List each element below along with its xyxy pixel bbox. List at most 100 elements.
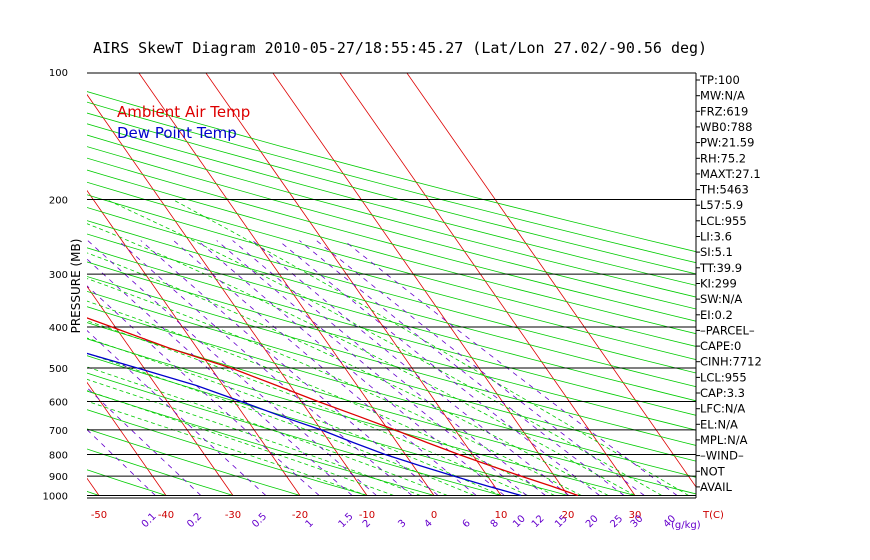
index-item: TP:100 [699, 73, 740, 87]
dry-adiabat-line [87, 428, 301, 496]
dew-point-temp-line [87, 352, 522, 497]
mixing-ratio-line [87, 258, 353, 496]
isotherm-lines [0, 72, 696, 496]
mixing-ratio-line [87, 285, 320, 496]
index-item: TH:5463 [699, 183, 749, 197]
dry-adiabat-line [87, 409, 368, 496]
index-item: LCL:955 [700, 214, 747, 228]
mixing-ratio-tick-label: 10 [511, 513, 528, 530]
index-item: EL:N/A [700, 417, 738, 431]
bottom-temp-tick-label: -40 [158, 510, 174, 521]
dry-adiabat-line [87, 134, 696, 298]
index-item: RH:75.2 [700, 151, 746, 165]
moist-adiabat-line [87, 337, 502, 496]
dry-adiabat-line [87, 112, 696, 275]
ambient-air-temp-line [87, 317, 579, 497]
mixing-ratio-tick-label: 1 [304, 518, 316, 530]
bottom-temp-unit: T(C) [702, 510, 724, 521]
dry-adiabat-line [87, 276, 696, 446]
bottom-temp-tick-label: -10 [359, 510, 375, 521]
mixing-ratio-line [252, 240, 570, 496]
dry-adiabat-line [87, 448, 234, 496]
index-item: CAPE:0 [700, 339, 741, 353]
mixing-ratio-line [343, 240, 678, 496]
isotherm-line [87, 93, 368, 496]
index-item: KI:299 [700, 277, 737, 291]
dry-adiabat-line [87, 181, 696, 347]
isotherm-line [339, 73, 636, 496]
index-item: TT:39.9 [699, 261, 742, 275]
dry-adiabat-line [87, 169, 696, 335]
index-item: CAP:3.3 [700, 386, 745, 400]
dry-adiabat-line [87, 146, 696, 310]
isotherm-line [138, 73, 435, 496]
isotherm-line [406, 73, 696, 488]
isotherm-line [0, 72, 32, 496]
mixing-ratio-line [278, 240, 600, 496]
mixing-ratio-tick-label: 20 [584, 513, 601, 530]
legend-ambient-air-temp: Ambient Air Temp [117, 103, 250, 121]
index-item: SW:N/A [700, 292, 742, 306]
mixing-ratio-tick-label: 1.5 [337, 511, 356, 530]
pressure-tick-label: 400 [49, 323, 68, 334]
index-item: LCL:955 [700, 370, 747, 384]
bottom-temp-tick-label: 0 [431, 510, 437, 521]
dry-adiabat-line [87, 123, 696, 286]
index-item: AVAIL [700, 480, 733, 494]
dry-adiabat-line [87, 355, 569, 496]
dry-adiabat-line [87, 207, 696, 374]
dry-adiabat-line [87, 247, 696, 416]
legend: Ambient Air Temp Dew Point Temp [117, 103, 250, 142]
mixing-ratio-tick-label: 3 [396, 518, 408, 530]
mixing-ratio-tick-label: 0.2 [185, 511, 204, 530]
index-item: EI:0.2 [700, 308, 733, 322]
pressure-tick-label: 100 [49, 68, 68, 79]
index-item: SI:5.1 [700, 245, 733, 259]
moist-adiabat-line [172, 199, 689, 496]
index-item: –PARCEL– [700, 323, 755, 337]
pressure-tick-label: 300 [49, 270, 68, 281]
mixing-ratio-tick-label: 25 [608, 513, 625, 530]
dry-adiabat-line [87, 322, 696, 495]
dry-adiabat-line [87, 157, 696, 322]
mixing-ratio-tick-label: 0.5 [250, 511, 269, 530]
index-item: FRZ:619 [700, 104, 748, 118]
mixing-ratio-line [87, 240, 377, 496]
isotherm-line [87, 381, 167, 496]
mixing-ratio-line [197, 240, 505, 496]
index-item: MPL:N/A [700, 433, 748, 447]
dry-adiabat-line [87, 372, 502, 496]
isotherm-line [87, 189, 301, 496]
pressure-tick-label: 800 [49, 451, 68, 462]
dry-adiabat-line [87, 233, 696, 402]
mixing-ratio-tick-label: 0.1 [140, 511, 159, 530]
moist-adiabat-line [106, 199, 662, 496]
pressure-tick-label: 200 [49, 196, 68, 207]
dry-adiabat-line [87, 290, 696, 462]
dry-adiabat-line [0, 72, 32, 496]
mixing-ratio-line [316, 240, 645, 496]
index-item: LFC:N/A [700, 402, 745, 416]
index-item: CINH:7712 [700, 355, 762, 369]
moist-adiabat-line [87, 278, 582, 496]
bottom-temp-tick-label: -50 [91, 510, 107, 521]
dry-adiabat-line [87, 101, 696, 264]
sounding-series [87, 317, 579, 497]
index-item: MAXT:27.1 [700, 167, 761, 181]
y-axis-label: PRESSURE (MB) [69, 239, 83, 334]
index-item: NOT [700, 464, 726, 478]
mixing-ratio-line [299, 240, 625, 496]
dry-adiabat-line [87, 261, 696, 431]
pressure-tick-label: 700 [49, 426, 68, 437]
chart-title: AIRS SkewT Diagram 2010-05-27/18:55:45.2… [93, 39, 707, 57]
bottom-temp-tick-label: 30 [629, 510, 642, 521]
index-item: LI:3.6 [700, 230, 732, 244]
pressure-tick-label: 1000 [43, 492, 68, 503]
legend-dew-point-temp: Dew Point Temp [117, 124, 237, 142]
bottom-temp-tick-label: 20 [562, 510, 575, 521]
dry-adiabat-line [87, 91, 696, 253]
bottom-temp-tick-label: -30 [225, 510, 241, 521]
pressure-gridlines: 100 200 300 400 500 600 700 800 900 1000 [43, 68, 696, 503]
pressure-tick-label: 600 [49, 398, 68, 409]
